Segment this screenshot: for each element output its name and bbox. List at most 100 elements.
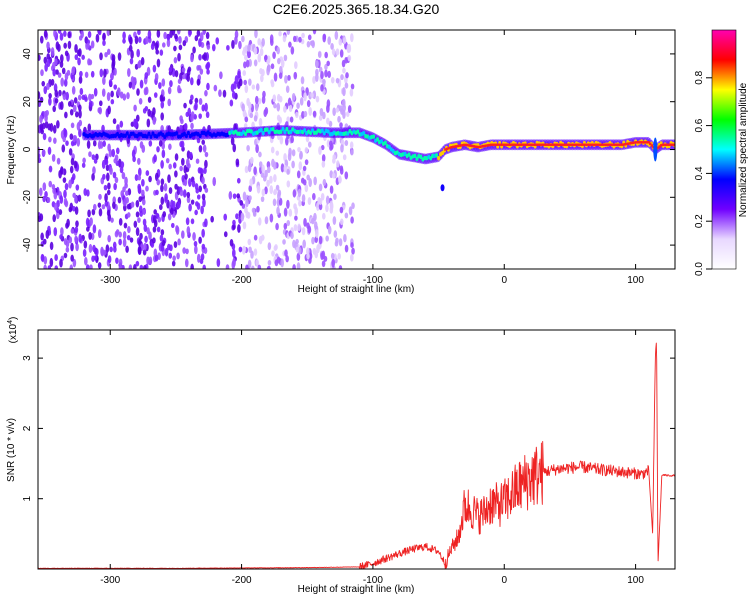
spectrogram-ridge-core [125, 131, 129, 136]
spectrogram-noise-blob [308, 252, 313, 260]
spectrogram-noise-blob [43, 56, 48, 64]
spectrogram-noise-blob [155, 49, 160, 55]
spectrogram-noise-blob [40, 232, 44, 241]
spectrogram-noise-blob [261, 188, 266, 197]
spectrogram-noise-blob [105, 164, 110, 172]
spectrogram-ridge-peak [554, 143, 557, 146]
spectrogram-noise-blob [291, 149, 296, 157]
spectrogram-ridge-peak [641, 141, 644, 144]
spectrogram-noise-blob [84, 96, 88, 102]
spectrogram-noise-blob [342, 87, 346, 97]
spectrogram-noise-blob [167, 213, 172, 221]
spectrogram-ridge-peak [660, 144, 663, 147]
spectrogram-noise-blob [156, 58, 161, 68]
spectrogram-noise-blob [45, 229, 50, 239]
spectrogram-noise-blob [237, 224, 241, 233]
spectrogram-noise-blob [342, 98, 346, 108]
spectrogram-noise-blob [142, 248, 147, 256]
spectrogram-noise-blob [95, 33, 100, 43]
spectrogram-noise-blob [155, 189, 159, 196]
spectrogram-noise-blob [278, 72, 283, 79]
spectrogram-ridge-peak [559, 143, 562, 146]
spectrogram-noise-blob [135, 260, 140, 267]
spectrogram-noise-blob [286, 180, 291, 188]
spectrogram-ridge-core [407, 152, 411, 157]
spectrogram-noise-blob [59, 60, 64, 68]
spectrogram-noise-blob [260, 172, 265, 178]
spectrogram-noise-blob [275, 150, 280, 156]
spectrogram-noise-blob [257, 53, 262, 63]
spectrogram-noise-blob [98, 193, 102, 200]
spectrogram-noise-blob [288, 104, 293, 113]
spectrogram-noise-blob [46, 58, 51, 68]
spectrogram-noise-blob [204, 151, 209, 158]
spectrogram-noise-blob [117, 196, 122, 204]
spectrogram-noise-blob [213, 84, 218, 92]
spectrogram-noise-blob [303, 217, 307, 227]
spectrogram-noise-blob [82, 157, 86, 164]
spectrogram-noise-blob [46, 41, 50, 50]
spectrogram-ridge-spike [653, 137, 658, 162]
spectrogram-noise-blob [276, 93, 281, 102]
spectrogram-ridge-peak [489, 143, 493, 146]
spectrogram-noise-blob [175, 225, 179, 233]
spectrogram-noise-blob [176, 30, 181, 35]
spectrogram-noise-blob [183, 122, 188, 131]
spectrogram-noise-blob [261, 69, 265, 77]
spectrogram-noise-blob [327, 70, 331, 78]
spectrogram-ridge-peak [622, 143, 625, 146]
spectrogram-ridge-peak [570, 143, 573, 146]
spectrogram-noise-blob [104, 158, 109, 166]
spectrogram-noise-blob [210, 215, 214, 223]
spectrogram-noise-blob [282, 34, 287, 43]
spectrogram-noise-blob [251, 84, 256, 90]
spectrogram-noise-blob [114, 154, 119, 162]
spectrogram-noise-blob [43, 264, 47, 269]
spectrogram-ridge-peak [623, 143, 627, 146]
snr-x-tick-label: 100 [627, 575, 644, 586]
spectrogram-noise-blob [327, 36, 331, 45]
spectrogram-ridge-peak [496, 143, 499, 146]
spectrogram-noise-blob [315, 95, 320, 103]
spectrogram-noise-blob [306, 174, 310, 181]
spectrogram-ridge-peak [658, 145, 661, 148]
spectrogram-ridge-peak [500, 143, 504, 146]
spectrogram-noise-blob [138, 98, 143, 105]
spectrogram-noise-blob [142, 208, 147, 215]
spectrogram-ridge-peak [504, 143, 507, 146]
spectrogram-noise-blob [326, 99, 331, 108]
spectrogram-noise-blob [133, 220, 138, 228]
spectrogram-noise-blob [169, 30, 173, 39]
spectrogram-noise-blob [92, 140, 97, 147]
spectrogram-ridge-core [261, 131, 265, 136]
spectrogram-noise-blob [147, 96, 152, 103]
spectrogram-noise-blob [152, 237, 156, 244]
spectrogram-noise-blob [101, 159, 106, 170]
spectrogram-noise-blob [313, 176, 317, 186]
spectrogram-noise-blob [143, 264, 147, 269]
spectrogram-noise-blob [308, 178, 312, 188]
spectrogram-noise-blob [76, 49, 81, 57]
spectrogram-noise-blob [349, 141, 354, 149]
spectrogram-noise-blob [105, 244, 110, 253]
spectrogram-ridge-peak [586, 143, 589, 146]
spectrogram-noise-blob [160, 196, 165, 205]
spectrogram-ridge-peak [633, 141, 636, 144]
spectrogram-noise-blob [141, 144, 146, 153]
spectrogram-ridge-peak [452, 145, 455, 149]
spectrogram-noise-blob [63, 42, 67, 49]
spectrogram-noise-blob [72, 134, 77, 143]
spectrogram-noise-blob [108, 79, 113, 86]
spectrogram-ridge-peak [494, 143, 497, 146]
spectrogram-noise-blob [223, 213, 228, 221]
spectrogram-noise-blob [161, 42, 166, 48]
spectrogram-noise-blob [92, 224, 97, 234]
spectrogram-noise-blob [41, 80, 46, 87]
spectrogram-noise-blob [104, 193, 108, 203]
spectrogram-noise-blob [63, 189, 67, 199]
spectrogram-noise-blob [85, 264, 90, 269]
spectrogram-ridge-core [147, 131, 151, 136]
spectrogram-ridge-peak [556, 143, 559, 146]
spectrogram-noise-blob [235, 158, 240, 166]
spectrogram-noise-blob [283, 207, 288, 217]
